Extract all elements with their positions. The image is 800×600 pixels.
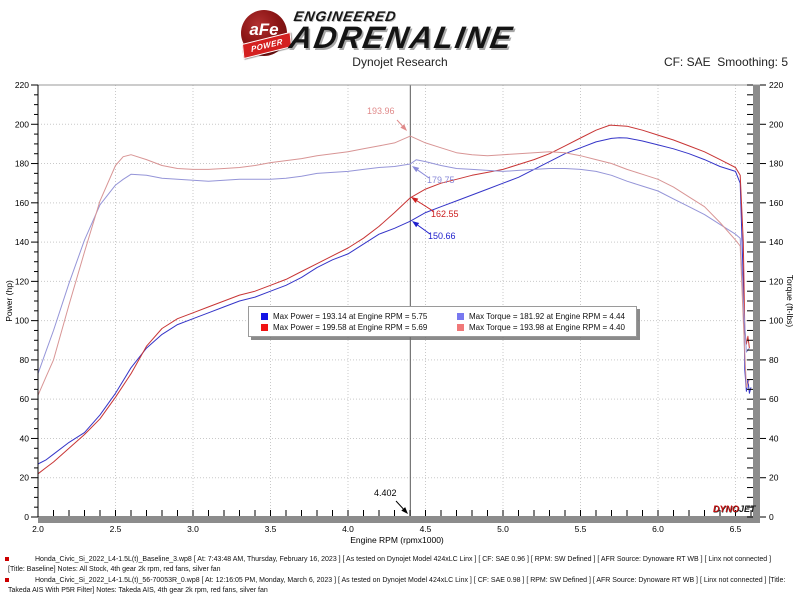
y-tick-label-left: 60 [20,394,30,404]
y-axis-title-right: Torque (ft-lbs) [785,275,795,328]
y-tick-label-right: 180 [769,159,783,169]
y-tick-label-left: 0 [24,512,29,522]
x-axis: 2.0 2.5 3.0 3.5 4.0 4.5 5.0 5.5 6.0 6.5 [32,510,752,534]
y-axes: 0 0 20 20 40 40 60 60 80 80 100 100 120 120 140 140 160 1… [15,80,784,522]
afe-logo-text: aFe [249,20,279,39]
x-tick-label: 5.5 [575,524,587,534]
y-tick-label-left: 40 [20,433,30,443]
annotation-arrows [395,119,434,514]
series-takeda-power [37,124,750,475]
cf-smoothing-label: CF: SAE Smoothing: 5 [663,55,788,69]
y-tick-label-right: 100 [769,316,783,326]
x-tick-label: 4.0 [342,524,354,534]
y-tick-label-right: 40 [769,433,779,443]
y-tick-label-left: 160 [15,198,29,208]
y-tick-label-right: 140 [769,237,783,247]
y-tick-label-right: 200 [769,119,783,129]
x-tick-label: 6.5 [730,524,742,534]
gridlines [38,85,753,516]
y-tick-label-right: 220 [769,80,783,90]
x-tick-label: 3.0 [187,524,199,534]
x-tick-label: 2.5 [110,524,122,534]
y-tick-label-right: 80 [769,355,779,365]
bottom-axis-bar [38,516,760,523]
y-tick-label-left: 20 [20,473,30,483]
run2-color-bullet [5,578,9,582]
y-tick-label-right: 0 [769,512,774,522]
page-title: Dynojet Research [352,55,448,69]
run2-description: Honda_Civic_Si_2022_L4-1.5L(t)_56-70053R… [8,577,786,594]
x-tick-label: 2.0 [32,524,44,534]
y-tick-label-left: 200 [15,119,29,129]
afe-power-logo: aFe POWER ENGINEERED ADRENALINE [238,6,578,60]
y-tick-label-left: 180 [15,159,29,169]
x-tick-label: 4.5 [420,524,432,534]
x-tick-label: 3.5 [265,524,277,534]
y-tick-label-left: 100 [15,316,29,326]
y-tick-label-left: 80 [20,355,30,365]
right-axis-bar [753,85,760,523]
series-takeda-torque [37,135,750,396]
x-tick-label: 6.0 [652,524,664,534]
y-tick-label-right: 20 [769,473,779,483]
run1-description: Honda_Civic_Si_2022_L4-1.5L(t)_Baseline_… [8,556,772,573]
run1-color-bullet [5,557,9,561]
y-tick-label-right: 160 [769,198,783,208]
y-tick-label-left: 140 [15,237,29,247]
y-tick-label-left: 120 [15,276,29,286]
x-axis-title: Engine RPM (rpmx1000) [350,535,444,545]
y-tick-label-left: 220 [15,80,29,90]
series-baseline-torque [37,159,750,374]
x-tick-label: 5.0 [497,524,509,534]
y-tick-label-right: 120 [769,276,783,286]
series-baseline-power [37,137,752,465]
y-tick-label-right: 60 [769,394,779,404]
y-axis-title-left: Power (hp) [4,280,14,322]
dyno-chart: 0 0 20 20 40 40 60 60 80 80 100 100 120 120 140 140 160 1… [4,80,795,545]
